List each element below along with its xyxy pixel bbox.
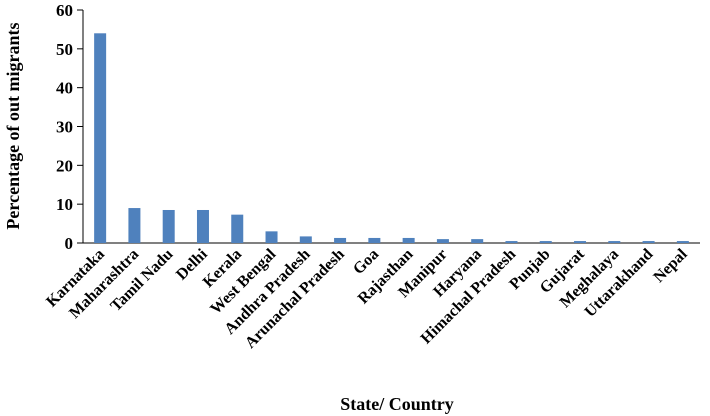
x-tick-label: Nepal bbox=[650, 245, 691, 286]
bar-meghalaya bbox=[608, 241, 621, 243]
bar-maharashtra bbox=[128, 208, 141, 243]
y-ticks: 0 10 20 30 40 50 60 bbox=[56, 1, 83, 253]
bar-kerala bbox=[231, 214, 244, 243]
bar-punjab bbox=[539, 241, 552, 243]
bar-andhra-pradesh bbox=[299, 236, 312, 243]
bar-nepal bbox=[676, 241, 689, 243]
bar-manipur bbox=[436, 239, 449, 243]
bar-karnataka bbox=[94, 33, 107, 243]
bar-arunachal-pradesh bbox=[334, 237, 347, 243]
y-tick-label: 30 bbox=[56, 118, 73, 137]
bar-west-bengal bbox=[265, 231, 278, 243]
bar-haryana bbox=[471, 239, 484, 243]
y-tick-label: 60 bbox=[56, 1, 73, 20]
y-axis-title: Percentage of out migrants bbox=[3, 22, 23, 229]
bar-delhi bbox=[196, 209, 209, 243]
bar-goa bbox=[368, 237, 381, 243]
y-tick-label: 50 bbox=[56, 40, 73, 59]
y-tick-label: 40 bbox=[56, 79, 73, 98]
bar-himachal-pradesh bbox=[505, 241, 518, 243]
y-tick-label: 20 bbox=[56, 156, 73, 175]
x-axis-title: State/ Country bbox=[340, 394, 454, 414]
y-tick-label: 10 bbox=[56, 195, 73, 214]
y-tick-label: 0 bbox=[65, 234, 74, 253]
bar-rajasthan bbox=[402, 237, 415, 243]
bar-gujarat bbox=[574, 241, 587, 243]
bar-tamil-nadu bbox=[162, 209, 175, 243]
bar-uttarakhand bbox=[642, 241, 655, 243]
bars bbox=[94, 33, 689, 243]
